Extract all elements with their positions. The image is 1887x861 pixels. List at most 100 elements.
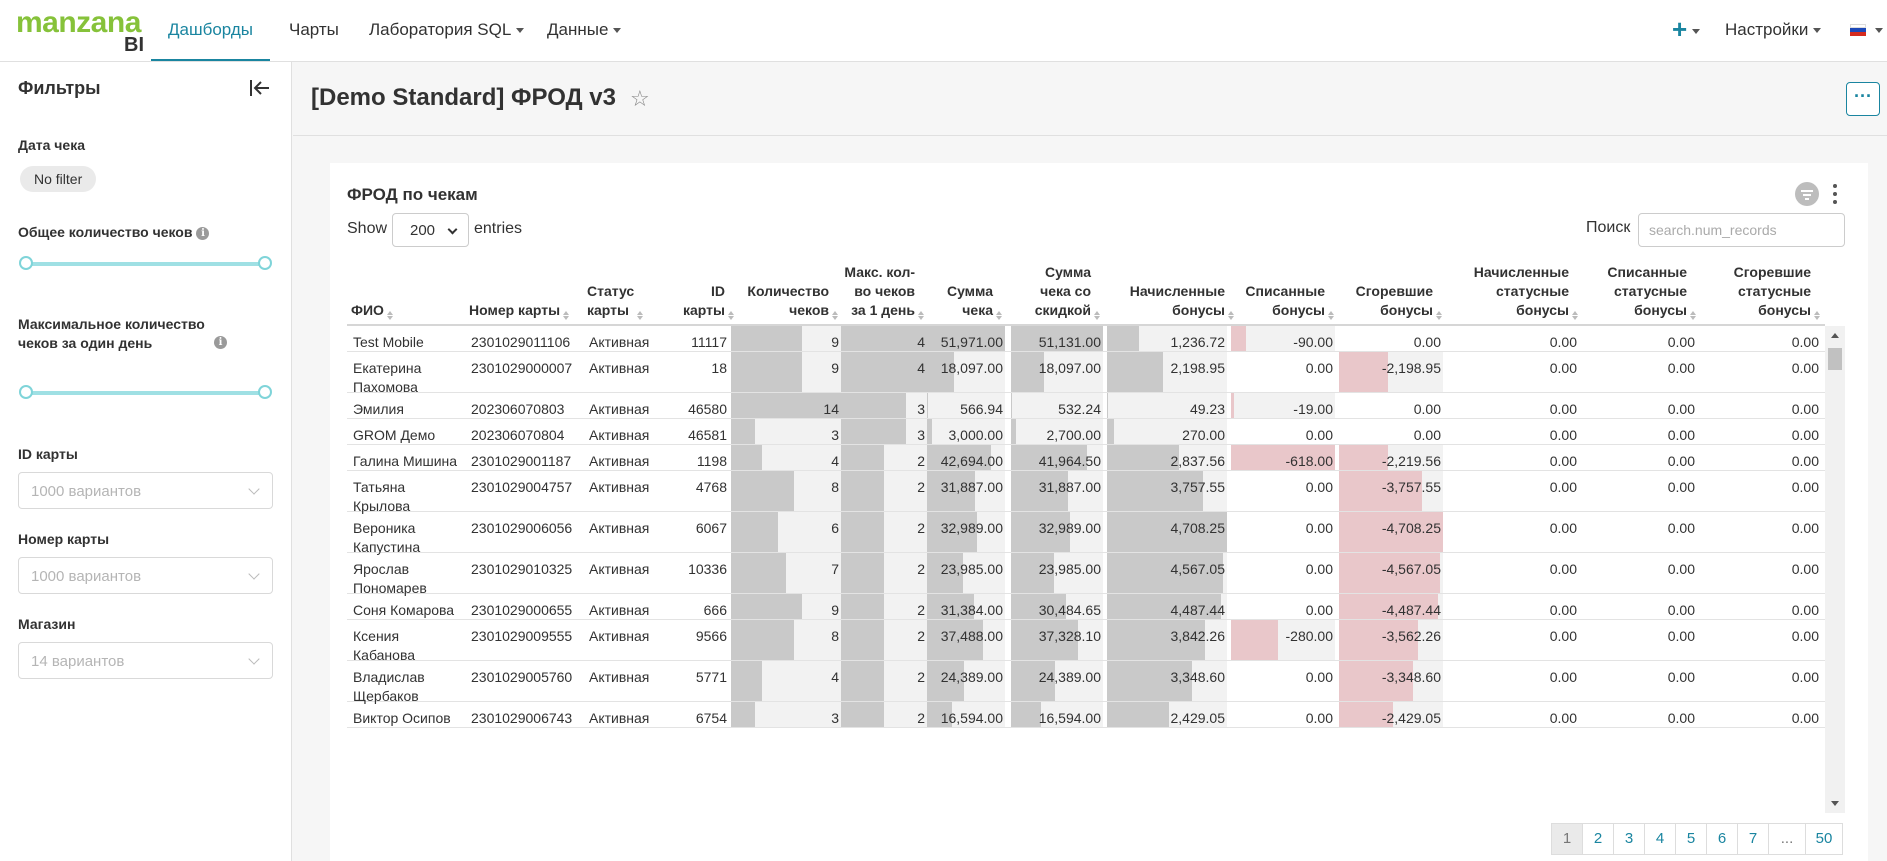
brand-logo[interactable]: manzana BI <box>16 6 146 56</box>
sort-icon[interactable] <box>1228 311 1235 320</box>
scrollbar-thumb[interactable] <box>1828 348 1842 370</box>
table-row[interactable]: Вероника Капустина 2301029006056 Активная 6… <box>347 512 1825 555</box>
page-link[interactable]: 6 <box>1706 823 1738 855</box>
slider-max-handle[interactable] <box>258 385 272 399</box>
cell-text: 0.00 <box>1305 520 1333 536</box>
table-scrollbar[interactable] <box>1825 326 1845 813</box>
scroll-down-icon[interactable] <box>1831 801 1839 806</box>
table-row[interactable]: Виктор Осипов 2301029006743 Активная 6754 3 2… <box>347 702 1825 728</box>
sort-icon[interactable] <box>918 311 925 320</box>
cell-bar <box>841 326 927 351</box>
page-link[interactable]: 4 <box>1644 823 1676 855</box>
sort-icon[interactable] <box>1572 311 1579 320</box>
search-input[interactable] <box>1638 213 1845 247</box>
table-cell-fio: Вероника Капустина <box>347 512 459 555</box>
sort-icon[interactable] <box>1814 311 1821 320</box>
page-link[interactable]: 50 <box>1805 823 1843 855</box>
table-row[interactable]: Галина Мишина 2301029001187 Активная 1198 4 2… <box>347 445 1825 471</box>
column-header[interactable]: Начисленные статусные бонусы <box>1445 262 1579 324</box>
collapse-sidebar-icon[interactable] <box>248 76 272 100</box>
sort-icon[interactable] <box>563 311 570 320</box>
favorite-star-icon[interactable]: ☆ <box>630 86 650 111</box>
table-cell-sacc: 0.00 <box>1445 702 1577 727</box>
table-row[interactable]: GROM Демо 202306070804 Активная 46581 3 3 3,00… <box>347 419 1825 445</box>
chevron-down-icon[interactable] <box>1875 28 1883 33</box>
table-cell-burned: -2,198.95 <box>1339 352 1443 392</box>
slider-min-handle[interactable] <box>19 385 33 399</box>
page-link[interactable]: 1 <box>1551 823 1583 855</box>
language-flag-icon[interactable] <box>1850 24 1866 36</box>
info-icon[interactable]: i <box>214 336 227 349</box>
cell-bar <box>731 553 786 593</box>
filter-icon[interactable] <box>1795 182 1819 206</box>
table-cell-sum: 3,000.00 <box>927 419 1005 444</box>
sort-icon[interactable] <box>832 311 839 320</box>
scroll-up-icon[interactable] <box>1831 333 1839 338</box>
cell-bar <box>841 419 906 444</box>
nav-data[interactable]: Данные <box>547 20 622 40</box>
sort-icon[interactable] <box>1690 311 1697 320</box>
nav-charts[interactable]: Чарты <box>289 20 339 39</box>
page-link[interactable]: 5 <box>1675 823 1707 855</box>
receipt-date-filter[interactable]: No filter <box>20 166 97 192</box>
sort-icon[interactable] <box>386 311 394 320</box>
info-icon[interactable]: i <box>196 226 210 240</box>
dashboard-more-button[interactable]: ··· <box>1846 82 1880 116</box>
sort-icon[interactable] <box>1094 311 1101 320</box>
table-row[interactable]: Соня Комарова 2301029000655 Активная 666 9 2 3… <box>347 594 1825 620</box>
cell-text: 10336 <box>688 561 727 577</box>
table-row[interactable]: Екатерина Пахомова 2301029000007 Активная 1… <box>347 352 1825 395</box>
store-select[interactable]: 14 вариантов <box>18 642 273 679</box>
page-link[interactable]: 7 <box>1737 823 1769 855</box>
table-cell-sum: 566.94 <box>927 393 1005 418</box>
column-header[interactable]: Сгоревшие статусные бонусы <box>1701 262 1821 324</box>
cell-bar <box>1011 326 1103 351</box>
sort-icon[interactable] <box>996 311 1003 320</box>
slider-max-handle[interactable] <box>258 256 272 270</box>
column-header[interactable]: Количество чеков <box>731 262 839 324</box>
nav-settings[interactable]: Настройки <box>1725 20 1822 40</box>
add-new-menu[interactable]: + <box>1672 14 1701 45</box>
card-number-select[interactable]: 1000 вариантов <box>18 557 273 594</box>
cell-bar-remainder <box>1012 393 1103 418</box>
column-header[interactable]: Номер карты <box>469 262 579 324</box>
column-header[interactable]: Сумма чека со скидкой <box>1011 262 1101 324</box>
chevron-down-icon <box>248 483 260 495</box>
entries-select[interactable]: 200 <box>392 213 469 247</box>
sort-icon[interactable] <box>728 311 735 320</box>
column-header[interactable]: Списанные бонусы <box>1231 262 1335 324</box>
sort-icon[interactable] <box>1328 311 1335 320</box>
total-receipts-slider[interactable] <box>19 256 272 270</box>
column-header[interactable]: Статус карты <box>587 262 665 324</box>
column-header[interactable]: Макс. кол-во чеков за 1 день <box>841 262 925 324</box>
table-cell-disc: 532.24 <box>1011 393 1103 418</box>
chart-menu-icon[interactable] <box>1832 183 1838 205</box>
sort-icon[interactable] <box>1436 311 1443 320</box>
table-row[interactable]: Ксения Кабанова 2301029009555 Активная 9566… <box>347 620 1825 663</box>
sort-icon[interactable] <box>637 311 644 320</box>
column-header[interactable]: Списанные статусные бонусы <box>1583 262 1697 324</box>
slider-min-handle[interactable] <box>19 256 33 270</box>
max-receipts-slider[interactable] <box>19 385 272 399</box>
column-header[interactable]: Начисленные бонусы <box>1107 262 1235 324</box>
cell-bar <box>1107 620 1205 660</box>
nav-sql-lab[interactable]: Лаборатория SQL <box>369 20 525 40</box>
column-header[interactable]: ФИО <box>351 262 459 324</box>
table-row[interactable]: Татьяна Крылова 2301029004757 Активная 4768… <box>347 471 1825 514</box>
card-id-select[interactable]: 1000 вариантов <box>18 472 273 509</box>
table-row[interactable]: Test Mobile 2301029011106 Активная 11117 9 4 5… <box>347 326 1825 352</box>
nav-dashboards[interactable]: Дашборды <box>168 20 253 39</box>
table-row[interactable]: Эмилия 202306070803 Активная 46580 14 3 566.94… <box>347 393 1825 419</box>
column-header[interactable]: Сумма чека <box>927 262 1003 324</box>
table-row[interactable]: Ярослав Пономарев 2301029010325 Активная 10… <box>347 553 1825 596</box>
column-header[interactable]: ID карты <box>665 262 735 324</box>
column-header[interactable]: Сгоревшие бонусы <box>1339 262 1443 324</box>
table-cell-fio: Test Mobile <box>347 326 459 351</box>
table-cell-burned: -3,562.26 <box>1339 620 1443 660</box>
table-row[interactable]: Владислав Щербаков 2301029005760 Активная 5… <box>347 661 1825 704</box>
cell-text: Активная <box>589 561 650 577</box>
page-link[interactable]: 3 <box>1613 823 1645 855</box>
table-cell-acc: 2,429.05 <box>1107 702 1227 727</box>
cell-text: Активная <box>589 669 650 685</box>
page-link[interactable]: 2 <box>1582 823 1614 855</box>
